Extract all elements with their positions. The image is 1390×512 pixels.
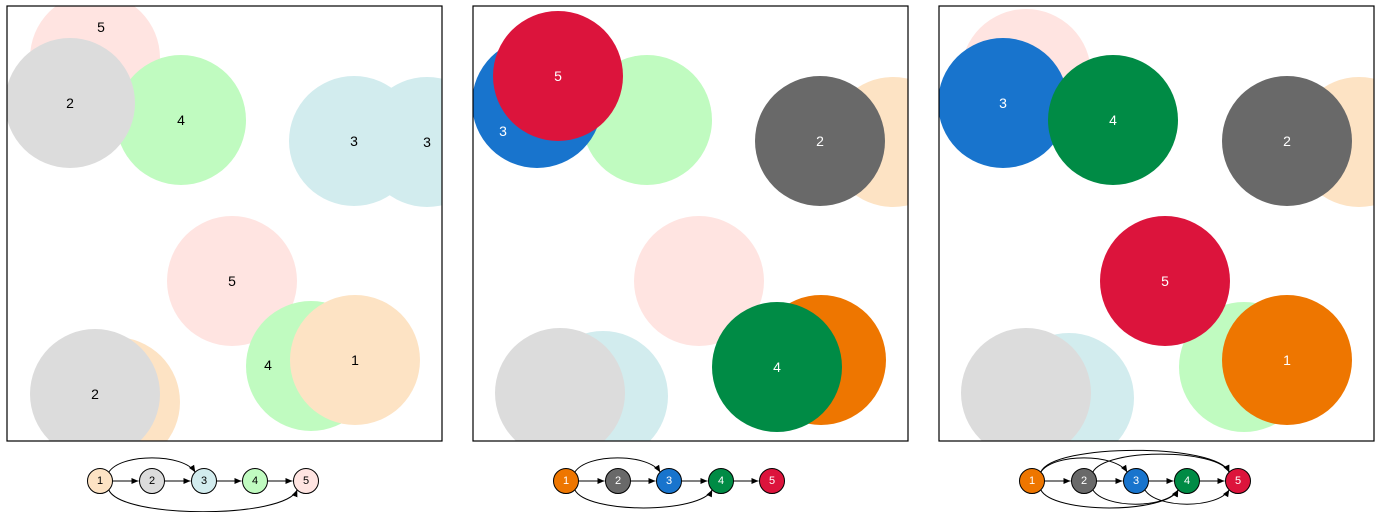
circle-4-faded: [116, 55, 246, 185]
graph-node-label: 4: [252, 475, 258, 487]
circle-2-faded: [30, 329, 160, 441]
graph-node-label: 1: [563, 475, 569, 487]
circle-label: 3: [499, 123, 507, 139]
graph-node-3: [191, 468, 217, 494]
circle-label: 4: [1109, 112, 1117, 128]
panel-1: 5341253241: [6, 5, 443, 442]
panel-frame: [472, 5, 909, 442]
circle-layer: 21435: [473, 11, 908, 441]
circle-label: 2: [91, 386, 99, 402]
circle-label: 4: [177, 112, 185, 128]
edge-1-to-3: [1040, 457, 1128, 473]
circle-5-faded: [167, 216, 297, 346]
edge-1-to-4: [574, 489, 713, 509]
graph-node-label: 2: [615, 475, 621, 487]
panel-frame: [938, 5, 1375, 442]
graph-node-label: 4: [1184, 475, 1190, 487]
graph-node-label: 3: [666, 475, 672, 487]
circle-layer: 5341253241: [7, 6, 442, 441]
circle-label: 2: [816, 133, 824, 149]
circle-label: 4: [264, 357, 272, 373]
circle-label: 2: [66, 95, 74, 111]
circle-4-solid: [1048, 55, 1178, 185]
graph-node-1: [87, 468, 113, 494]
graph-node-label: 5: [1235, 475, 1241, 487]
edge-3-to-5: [1144, 489, 1230, 505]
graph-node-2: [1071, 468, 1097, 494]
graph-node-4: [1174, 468, 1200, 494]
graph-node-3: [656, 468, 682, 494]
graph-node-1: [553, 468, 579, 494]
graph-node-label: 2: [1081, 475, 1087, 487]
circle-unlabeled-faded: [961, 328, 1091, 441]
circle-label: 5: [97, 19, 105, 35]
graph-node-2: [139, 468, 165, 494]
order-graph-3: 1 2 3 4 5: [1019, 449, 1251, 509]
circle-layer: 3 4 2 5 1: [939, 9, 1374, 441]
circle-3-faded: [289, 76, 419, 206]
circle-label: 1: [351, 352, 359, 368]
circle-label: 5: [1161, 273, 1169, 289]
graph-node-label: 5: [303, 475, 309, 487]
circle-2-faded: [7, 38, 135, 168]
panel-2: 21435: [472, 5, 909, 442]
circle-label: 5: [554, 68, 562, 84]
graph-node-5: [1225, 468, 1251, 494]
graph-node-1: [1019, 468, 1045, 494]
circle-1-faded: [290, 295, 420, 425]
panel-frame: [6, 5, 443, 442]
circle-unlabeled-faded: [634, 216, 764, 346]
edge-2-to-4: [1092, 489, 1179, 505]
graph-node-label: 4: [718, 475, 724, 487]
order-graph-2: 1 2 3 4 5: [553, 457, 785, 509]
circle-2-solid: [1222, 76, 1352, 206]
graph-node-label: 1: [1029, 475, 1035, 487]
circle-4-solid: [712, 302, 842, 432]
circle-1-solid: [1222, 295, 1352, 425]
circle-label: 2: [1283, 133, 1291, 149]
graph-node-5: [759, 468, 785, 494]
graph-node-label: 3: [1133, 475, 1139, 487]
graph-node-label: 2: [149, 475, 155, 487]
circle-2-solid: [755, 76, 885, 206]
graph-node-2: [605, 468, 631, 494]
graph-node-label: 5: [769, 475, 775, 487]
circle-label: 3: [350, 133, 358, 149]
edge-1-to-3: [108, 457, 196, 473]
circle-5-solid: [1100, 216, 1230, 346]
graph-node-label: 1: [97, 475, 103, 487]
circle-label: 5: [228, 273, 236, 289]
graph-node-4: [242, 468, 268, 494]
edge-2-to-5: [1092, 453, 1230, 473]
panel-3: 3 4 2 5 1: [938, 5, 1375, 442]
circle-label: 3: [999, 95, 1007, 111]
circle-label: 4: [773, 359, 781, 375]
circle-unlabeled-faded: [495, 328, 625, 441]
circle-label: 3: [423, 134, 431, 150]
order-graph-1: 1 2 3 4 5: [87, 457, 319, 512]
graph-node-3: [1123, 468, 1149, 494]
edge-1-to-3: [574, 457, 661, 473]
graph-node-4: [708, 468, 734, 494]
graph-node-label: 3: [201, 475, 207, 487]
circle-5-solid: [493, 11, 623, 141]
graph-node-5: [293, 468, 319, 494]
circle-3-solid: [939, 38, 1068, 168]
circle-label: 1: [1283, 352, 1291, 368]
